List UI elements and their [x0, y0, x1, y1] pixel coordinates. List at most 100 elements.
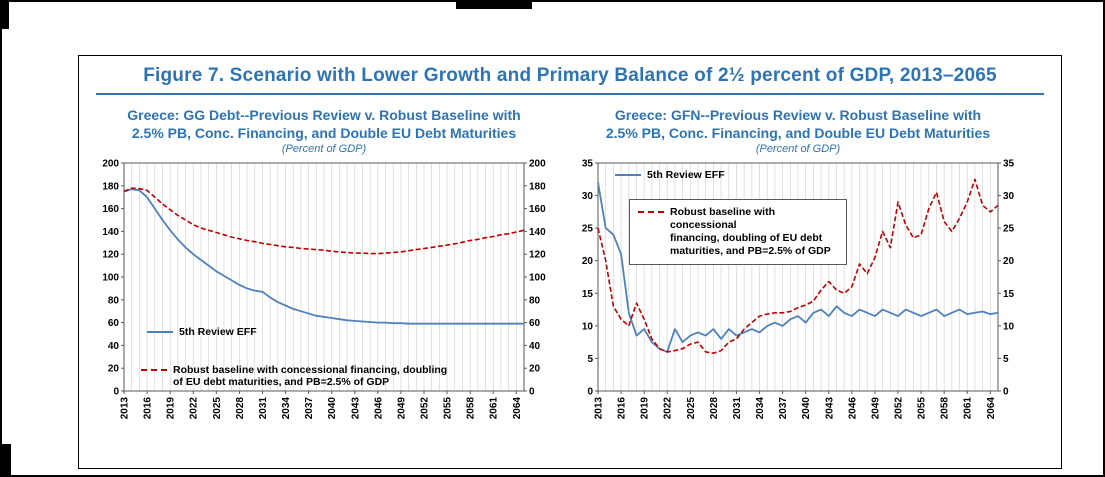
y-tick-label-right: 180 — [529, 181, 546, 192]
y-tick-label-right: 35 — [1003, 159, 1015, 170]
x-tick-label: 2037 — [778, 397, 789, 420]
y-tick-label-right: 120 — [529, 250, 546, 261]
y-tick-label-right: 80 — [529, 295, 541, 306]
scan-artifact-top-strip — [456, 0, 532, 9]
gg-debt-legend-red-line2: of EU debt maturities, and PB=2.5% of GD… — [173, 376, 390, 388]
x-tick-label: 2043 — [824, 397, 835, 420]
y-tick-label-left: 80 — [108, 295, 120, 306]
gg-debt-legend-red-label: Robust baseline with concessional financ… — [173, 364, 447, 388]
y-tick-label-right: 10 — [1003, 321, 1015, 332]
gfn-plot-area: 0 0 5 5 10 10 15 15 20 20 25 25 30 30 35 35 2013 2016 2019… — [569, 157, 1027, 435]
y-tick-label-left: 0 — [587, 387, 593, 398]
x-tick-label: 2013 — [594, 397, 605, 420]
x-tick-label: 2058 — [466, 397, 477, 420]
series-line-0 — [597, 182, 999, 353]
figure-title: Figure 7. Scenario with Lower Growth and… — [143, 65, 997, 86]
series-line-1 — [123, 187, 525, 255]
x-tick-label: 2031 — [732, 397, 743, 420]
gg-debt-plot-area: 0 0 20 20 40 40 60 60 80 80 100 100 120 120 140 140 160 1… — [95, 157, 553, 435]
red-dash-sample — [638, 211, 664, 213]
x-tick-label: 2025 — [686, 397, 697, 420]
x-tick-label: 2025 — [212, 397, 223, 420]
scan-artifact-top-left — [0, 0, 9, 29]
gfn-chart-subtitle: (Percent of GDP) — [755, 143, 841, 155]
y-tick-label-right: 0 — [529, 387, 535, 398]
y-tick-label-left: 30 — [582, 191, 594, 202]
y-tick-label-left: 20 — [582, 256, 594, 267]
x-tick-label: 2043 — [350, 397, 361, 420]
gg-debt-chart-title: Greece: GG Debt--Previous Review v. Robu… — [95, 107, 553, 142]
blue-line-sample — [147, 331, 173, 333]
y-tick-label-right: 140 — [529, 227, 546, 238]
x-tick-label: 2052 — [894, 397, 905, 420]
plot-border — [597, 162, 999, 392]
series-line-1 — [597, 178, 999, 354]
gg-debt-chart: Greece: GG Debt--Previous Review v. Robu… — [95, 107, 553, 435]
gfn-legend-blue-label: 5th Review EFF — [647, 169, 725, 181]
y-tick-label-left: 160 — [102, 204, 119, 215]
gg-debt-chart-subtitle: (Percent of GDP) — [281, 143, 367, 155]
y-tick-label-left: 60 — [108, 318, 120, 329]
y-tick-label-right: 160 — [529, 204, 546, 215]
x-tick-label: 2022 — [189, 397, 200, 420]
x-tick-label: 2046 — [847, 397, 858, 420]
x-tick-label: 2064 — [986, 397, 997, 420]
y-tick-label-left: 20 — [108, 364, 120, 375]
x-tick-label: 2016 — [617, 397, 628, 420]
figure-box: Figure 7. Scenario with Lower Growth and… — [78, 55, 1062, 469]
y-tick-label-right: 20 — [1003, 256, 1015, 267]
gfn-legend-red-line2: financing, doubling of EU debt — [670, 232, 823, 244]
series-line-0 — [123, 188, 524, 325]
gg-debt-legend-blue-label: 5th Review EFF — [179, 326, 257, 338]
gg-debt-title-line2: 2.5% PB, Conc. Financing, and Double EU … — [131, 124, 517, 141]
y-tick-label-left: 15 — [582, 289, 594, 300]
y-tick-label-left: 0 — [113, 387, 119, 398]
x-tick-label: 2013 — [120, 397, 131, 420]
y-tick-label-right: 15 — [1003, 289, 1015, 300]
x-tick-label: 2058 — [940, 397, 951, 420]
gfn-legend-red-line1: Robust baseline with concessional — [670, 206, 776, 231]
x-tick-label: 2055 — [443, 397, 454, 420]
gfn-title-line1: Greece: GFN--Previous Review v. Robust B… — [614, 107, 982, 123]
y-tick-label-left: 40 — [108, 341, 120, 352]
gfn-legend-red-label: Robust baseline with concessional financ… — [670, 206, 838, 258]
blue-line-sample — [615, 174, 641, 176]
y-tick-label-left: 10 — [582, 321, 594, 332]
x-tick-label: 2055 — [917, 397, 928, 420]
x-tick-label: 2034 — [755, 397, 766, 420]
x-tick-label: 2040 — [801, 397, 812, 420]
y-tick-label-right: 0 — [1003, 387, 1009, 398]
x-tick-label: 2040 — [327, 397, 338, 420]
x-tick-label: 2028 — [709, 397, 720, 420]
x-tick-label: 2034 — [281, 397, 292, 420]
y-tick-label-right: 5 — [1003, 354, 1009, 365]
gg-debt-legend-red-line1: Robust baseline with concessional financ… — [173, 364, 448, 376]
x-tick-label: 2019 — [166, 397, 177, 420]
gfn-legend-blue: 5th Review EFF — [615, 169, 725, 181]
y-tick-label-right: 25 — [1003, 224, 1015, 235]
y-tick-label-left: 100 — [102, 273, 119, 284]
x-tick-label: 2049 — [396, 397, 407, 420]
y-tick-label-left: 35 — [582, 159, 594, 170]
y-tick-label-left: 180 — [102, 181, 119, 192]
y-tick-label-right: 60 — [529, 318, 541, 329]
gfn-legend-red-box: Robust baseline with concessional financ… — [629, 199, 847, 265]
y-tick-label-left: 5 — [587, 354, 593, 365]
y-tick-label-left: 200 — [102, 159, 119, 170]
gfn-title-line2: 2.5% PB, Conc. Financing, and Double EU … — [605, 124, 991, 141]
x-tick-label: 2037 — [304, 397, 315, 420]
x-tick-label: 2019 — [640, 397, 651, 420]
x-tick-label: 2046 — [373, 397, 384, 420]
gg-debt-legend-red: Robust baseline with concessional financ… — [141, 364, 447, 388]
gg-debt-title-line1: Greece: GG Debt--Previous Review v. Robu… — [127, 107, 521, 123]
y-tick-label-right: 40 — [529, 341, 541, 352]
scan-artifact-bottom-left — [0, 444, 11, 477]
y-tick-label-right: 100 — [529, 273, 546, 284]
x-tick-label: 2049 — [870, 397, 881, 420]
title-divider — [96, 93, 1044, 95]
x-tick-label: 2052 — [420, 397, 431, 420]
x-tick-label: 2031 — [258, 397, 269, 420]
gfn-chart: Greece: GFN--Previous Review v. Robust B… — [569, 107, 1027, 435]
x-tick-label: 2061 — [489, 397, 500, 420]
